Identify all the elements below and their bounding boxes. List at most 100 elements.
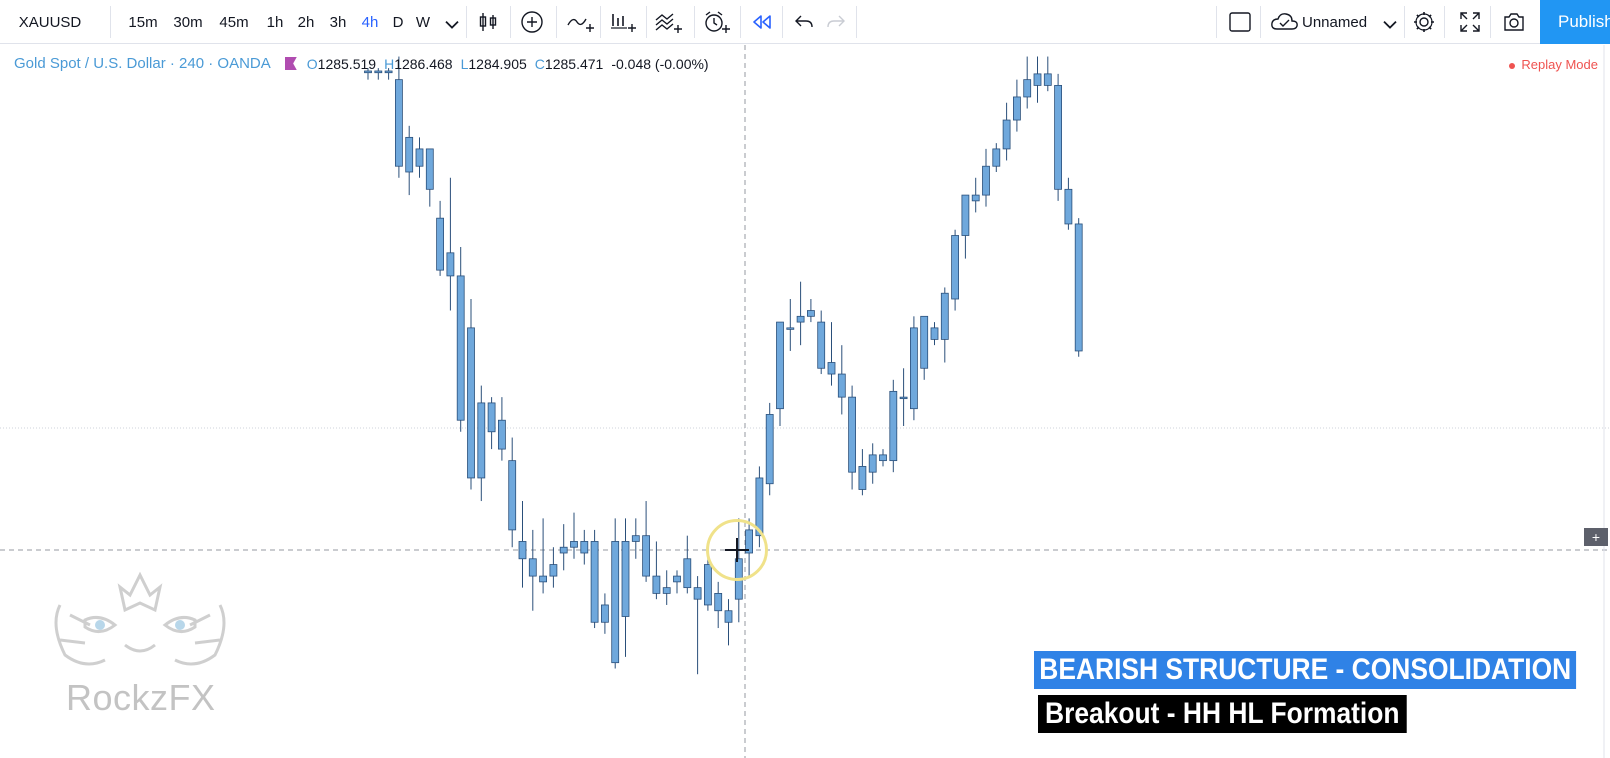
interval-4h[interactable]: 4h — [361, 13, 379, 31]
high-value: 1286.468 — [394, 55, 453, 72]
change-value: -0.048 (-0.00%) — [611, 55, 709, 72]
gear-icon[interactable] — [1412, 10, 1436, 34]
candle-body — [961, 194, 970, 236]
candle-body — [920, 315, 929, 369]
candle-body — [714, 593, 723, 612]
candle-body — [518, 541, 527, 560]
candle-body — [982, 165, 990, 196]
series-legend: Gold Spot / U.S. Dollar · 240 · OANDA O1… — [14, 55, 709, 72]
redo-icon[interactable] — [824, 10, 848, 34]
templates-icon[interactable] — [608, 10, 638, 34]
candle-body — [611, 541, 620, 664]
candle-body — [446, 252, 455, 277]
interval-2h[interactable]: 2h — [297, 13, 315, 31]
toolbar-divider — [782, 6, 783, 38]
price-scale-plus-icon[interactable]: + — [1584, 528, 1608, 546]
candlestick-chart[interactable] — [0, 45, 1610, 758]
candles-icon[interactable] — [476, 10, 500, 34]
low-key: L — [460, 55, 469, 72]
chevron-down-icon[interactable] — [440, 12, 460, 32]
drawing-templates-icon[interactable] — [654, 10, 684, 34]
symbol-title[interactable]: Gold Spot / U.S. Dollar · 240 · OANDA — [14, 55, 271, 72]
candle-body — [848, 396, 856, 473]
candle-body — [868, 454, 877, 473]
candle-body — [827, 362, 836, 375]
cloud-icon — [1270, 10, 1300, 34]
candle-body — [1064, 188, 1073, 225]
alarm-clock-icon[interactable] — [702, 10, 732, 34]
candle-body — [858, 466, 867, 490]
candle-body — [394, 79, 403, 167]
candle-body — [642, 535, 650, 577]
candle-body — [374, 70, 383, 74]
toolbar-divider — [740, 6, 741, 38]
chevron-down-icon[interactable] — [1378, 12, 1398, 32]
caption-structure: BEARISH STRUCTURE - CONSOLIDATION — [1034, 651, 1577, 689]
interval-45m[interactable]: 45m — [219, 13, 249, 31]
toolbar-divider — [1490, 6, 1491, 38]
candle-body — [497, 419, 506, 450]
candle-body — [673, 575, 681, 583]
low-value: 1284.905 — [468, 55, 527, 72]
candle-body — [899, 396, 908, 400]
toolbar-divider — [856, 6, 857, 38]
close-key: C — [534, 55, 545, 72]
candle-body — [837, 373, 846, 398]
candle-body — [1054, 85, 1062, 190]
candle-body — [889, 390, 898, 462]
candle-body — [951, 235, 959, 300]
layout-select-icon[interactable] — [1228, 10, 1252, 34]
interval-d[interactable]: D — [392, 13, 404, 31]
fullscreen-icon[interactable] — [1458, 10, 1482, 34]
candle-body — [765, 414, 774, 485]
candle-body — [425, 148, 434, 190]
candle-body — [415, 148, 424, 167]
candle-body — [704, 564, 712, 606]
candles-group — [364, 56, 1083, 675]
replay-mode-indicator[interactable]: Replay Mode — [1509, 57, 1598, 72]
open-key: O — [306, 55, 318, 72]
candle-body — [487, 402, 496, 433]
candle-body — [652, 575, 661, 594]
watermark-logo: RockzFX — [30, 565, 250, 755]
bar-replay-icon[interactable] — [750, 10, 774, 34]
undo-icon[interactable] — [792, 10, 816, 34]
add-compare-icon[interactable] — [520, 10, 544, 34]
candle-body — [405, 136, 414, 173]
candle-body — [570, 541, 578, 548]
candle-body — [776, 321, 784, 410]
candle-body — [971, 194, 980, 202]
flag-icon[interactable] — [284, 57, 297, 70]
candle-body — [693, 587, 702, 600]
publish-button[interactable]: Publish — [1540, 0, 1610, 44]
interval-30m[interactable]: 30m — [173, 13, 203, 31]
toolbar-divider — [1216, 6, 1217, 38]
watermark-brand: RockzFX — [66, 677, 216, 718]
ohlc-values: O1285.519 H1286.468 L1284.905 C1285.471 … — [307, 56, 709, 72]
candle-body — [508, 460, 517, 531]
candle-body — [528, 558, 537, 577]
candle-body — [786, 327, 795, 330]
indicators-icon[interactable] — [566, 10, 596, 34]
layout-name[interactable]: Unnamed — [1302, 13, 1368, 31]
candle-body — [930, 327, 939, 340]
replay-mode-label: Replay Mode — [1521, 57, 1598, 72]
candle-body — [879, 454, 887, 462]
camera-icon[interactable] — [1502, 10, 1526, 34]
toolbar-divider — [556, 6, 557, 38]
interval-w[interactable]: W — [415, 13, 431, 31]
candle-body — [1013, 96, 1021, 121]
tiger-face-icon — [54, 571, 226, 666]
candle-body — [477, 402, 486, 479]
chart-pane[interactable]: Gold Spot / U.S. Dollar · 240 · OANDA O1… — [0, 45, 1610, 758]
candle-body — [467, 327, 475, 479]
candle-body — [817, 321, 826, 369]
candle-body — [364, 70, 372, 74]
interval-1h[interactable]: 1h — [266, 13, 284, 31]
candle-body — [1033, 73, 1042, 86]
candle-body — [1002, 119, 1011, 150]
symbol-search-button[interactable]: XAUUSD — [18, 13, 82, 31]
interval-15m[interactable]: 15m — [128, 13, 158, 31]
candle-body — [910, 327, 918, 410]
interval-3h[interactable]: 3h — [329, 13, 347, 31]
